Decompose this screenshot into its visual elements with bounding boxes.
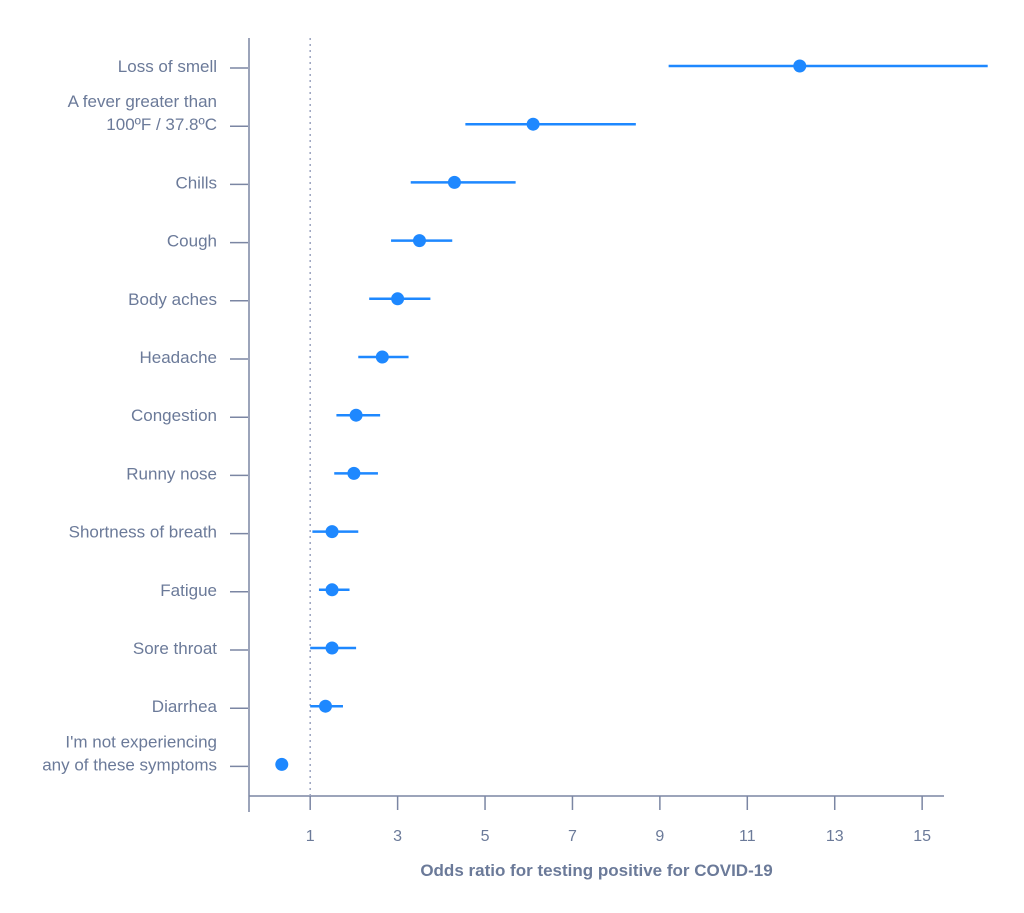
- x-ticks: 1 3 5 7 9 11 13 15: [306, 796, 931, 845]
- x-tick-label: 11: [739, 828, 756, 845]
- x-tick-label: 9: [655, 828, 664, 845]
- estimate-point: [325, 583, 339, 597]
- estimate-point: [375, 350, 389, 364]
- y-categories: Loss of smell A fever greater than 100ºF /…: [42, 57, 248, 774]
- y-category-label: Diarrhea: [152, 697, 218, 716]
- estimate-point: [325, 525, 339, 539]
- x-tick-label: 1: [306, 828, 315, 845]
- y-category-label: Fatigue: [160, 581, 217, 600]
- data-marks: [275, 59, 988, 771]
- y-category-label: Sore throat: [133, 639, 217, 658]
- estimate-point: [447, 175, 461, 189]
- y-category-label: Headache: [139, 348, 217, 367]
- y-category-label: I'm not experiencing: [65, 732, 217, 751]
- x-tick-label: 15: [913, 828, 931, 845]
- axes: [248, 38, 944, 812]
- estimate-point: [325, 641, 339, 655]
- y-category-label: Cough: [167, 232, 217, 251]
- estimate-point: [412, 234, 426, 248]
- estimate-point: [275, 757, 289, 771]
- y-category-label: Loss of smell: [118, 57, 217, 76]
- estimate-point: [793, 59, 807, 73]
- estimate-point: [391, 292, 405, 306]
- x-tick-label: 5: [481, 828, 490, 845]
- x-tick-label: 3: [393, 828, 402, 845]
- estimate-point: [349, 408, 363, 422]
- y-category-label: A fever greater than: [68, 92, 217, 111]
- y-category-label: 100ºF / 37.8ºC: [106, 115, 217, 134]
- estimate-point: [318, 699, 332, 713]
- y-category-label: any of these symptoms: [42, 755, 217, 774]
- x-axis-label: Odds ratio for testing positive for COVI…: [420, 861, 772, 880]
- estimate-point: [347, 466, 361, 480]
- y-category-label: Body aches: [128, 290, 217, 309]
- y-category-label: Shortness of breath: [69, 523, 217, 542]
- estimate-point: [526, 117, 540, 131]
- x-tick-label: 7: [568, 828, 577, 845]
- y-category-label: Congestion: [131, 406, 217, 425]
- x-tick-label: 13: [826, 828, 844, 845]
- y-category-label: Runny nose: [126, 464, 217, 483]
- y-category-label: Chills: [175, 173, 217, 192]
